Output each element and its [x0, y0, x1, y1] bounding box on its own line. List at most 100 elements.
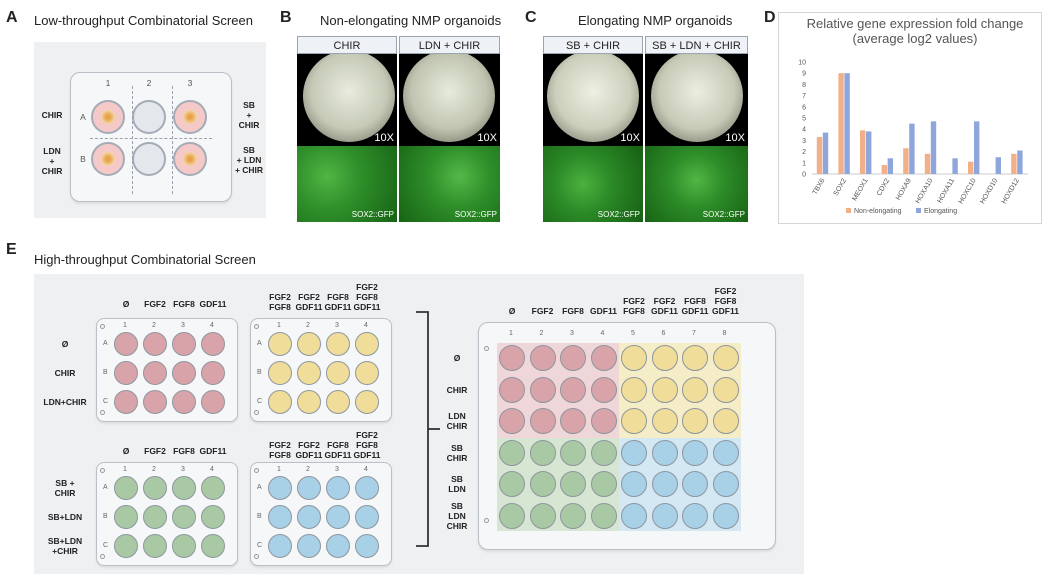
plate-well — [201, 505, 225, 529]
plate-row-letter: A — [257, 340, 262, 347]
big-plate-col-number: 2 — [539, 330, 544, 337]
chart-frame — [778, 12, 1042, 224]
plate-notch — [100, 468, 105, 473]
y-tick-label: 2 — [802, 149, 806, 156]
plate-notch — [484, 346, 489, 351]
x-tick-label: HOXC10 — [958, 177, 978, 205]
bar-non-elongating-cdx2 — [881, 165, 887, 174]
big-column-condition-label: FGF2 FGF8 — [623, 296, 645, 316]
plate-row-letter: B — [257, 369, 262, 376]
big-plate-well — [621, 345, 647, 371]
big-plate-col-number: 3 — [570, 330, 574, 337]
bar-elongating-meox1 — [866, 131, 872, 174]
panel-e-title: High-throughput Combinatorial Screen — [34, 252, 256, 267]
big-plate-well — [651, 471, 678, 497]
panel-c-title: Elongating NMP organoids — [578, 13, 733, 28]
plate-well — [114, 390, 138, 414]
plate-well — [268, 361, 292, 385]
plate-col-number: 2 — [152, 322, 156, 329]
panel-b-header-2: LDN + CHIR — [399, 36, 500, 54]
bar-elongating-hoxa11 — [952, 158, 958, 174]
big-plate-well — [560, 376, 586, 403]
column-condition-label: FGF8 GDF11 — [324, 440, 352, 460]
y-tick-label: 10 — [798, 60, 806, 67]
x-tick-label: SOX2 — [833, 177, 848, 197]
plate-well — [297, 332, 321, 356]
big-plate-well — [712, 376, 739, 403]
legend-swatch — [916, 208, 921, 213]
column-condition-label: FGF2 FGF8 GDF11 — [353, 430, 381, 460]
x-tick-label: HOXD12 — [1001, 177, 1021, 205]
plate-well — [297, 505, 321, 529]
panel-c-mag-1: 10X — [620, 132, 640, 144]
big-plate-well — [651, 439, 678, 466]
big-plate-well — [621, 376, 647, 403]
panel-a-divider — [172, 86, 173, 194]
plate-well — [268, 476, 292, 500]
big-plate-well — [621, 408, 647, 434]
panel-b-brightfield-1: 10X — [297, 54, 397, 146]
plate-col-number: 1 — [277, 322, 281, 329]
bar-non-elongating-sox2 — [838, 73, 844, 174]
row-condition-label: CHIR — [54, 368, 76, 378]
plate-col-number: 4 — [364, 466, 368, 473]
row-condition-label: SB + CHIR — [54, 478, 76, 498]
big-plate-well — [682, 502, 708, 529]
bar-elongating-hoxd10 — [995, 157, 1001, 174]
panel-b-title: Non-elongating NMP organoids — [320, 13, 502, 28]
plate-notch — [254, 410, 259, 415]
big-plate-well — [651, 345, 678, 371]
big-column-condition-label: FGF2 GDF11 — [651, 296, 678, 316]
big-plate-well — [529, 502, 556, 529]
big-plate-well — [529, 345, 556, 371]
bar-non-elongating-hoxa10 — [924, 153, 931, 174]
plate-well — [355, 505, 379, 529]
panel-c-gfp-2: SOX2::GFP — [645, 146, 748, 222]
big-row-condition-label: SB LDN CHIR — [446, 500, 468, 531]
x-tick-label: CDX2 — [876, 177, 891, 197]
plate-well — [355, 476, 379, 500]
big-plate-well — [499, 439, 525, 466]
big-plate-well — [651, 408, 678, 434]
panel-c-gfp-label-1: SOX2::GFP — [597, 210, 640, 219]
big-column-condition-label: FGF8 GDF11 — [681, 296, 709, 316]
panel-c-header-2: SB + LDN + CHIR — [645, 36, 748, 54]
x-tick-label: HOXA11 — [937, 177, 957, 204]
panel-a-row-label: B — [80, 154, 86, 164]
plate-well — [355, 390, 379, 414]
big-plate-well — [560, 502, 586, 529]
plate-col-number: 3 — [335, 466, 339, 473]
big-plate-well — [682, 408, 708, 434]
panel-a-organoid-cluster — [101, 152, 115, 166]
plate-well — [297, 390, 321, 414]
column-condition-label: Ø — [122, 299, 130, 309]
plate-col-number: 4 — [210, 322, 214, 329]
plate-well — [172, 476, 196, 500]
panel-a-well — [132, 142, 166, 176]
plate-well — [114, 505, 138, 529]
plate-well — [201, 534, 225, 558]
panel-a-left-label-2: LDN + CHIR — [41, 146, 63, 176]
big-plate-well — [651, 376, 678, 403]
big-plate-col-number: 6 — [661, 330, 666, 337]
bar-elongating-hoxa10 — [930, 121, 937, 174]
plate-well — [201, 476, 225, 500]
plate-col-number: 4 — [364, 322, 368, 329]
big-plate-well — [712, 408, 739, 434]
big-column-condition-label: GDF11 — [590, 306, 617, 316]
panel-b-gfp-1: SOX2::GFP — [297, 146, 397, 222]
x-tick-label: HOXA9 — [895, 177, 913, 201]
plate-well — [326, 390, 350, 414]
plate-well — [297, 534, 321, 558]
panel-b-gfp-label-2: SOX2::GFP — [454, 210, 497, 219]
big-plate-well — [560, 471, 586, 497]
big-plate-well — [682, 345, 708, 371]
row-condition-label: SB+LDN +CHIR — [47, 536, 83, 556]
plate-notch — [100, 410, 105, 415]
plate-col-number: 3 — [335, 322, 339, 329]
column-condition-label: FGF8 — [173, 299, 195, 309]
column-condition-label: FGF2 — [144, 446, 166, 456]
big-row-condition-label: Ø — [453, 353, 461, 363]
big-plate-col-number: 8 — [722, 330, 727, 337]
plate-row-letter: A — [103, 484, 108, 491]
